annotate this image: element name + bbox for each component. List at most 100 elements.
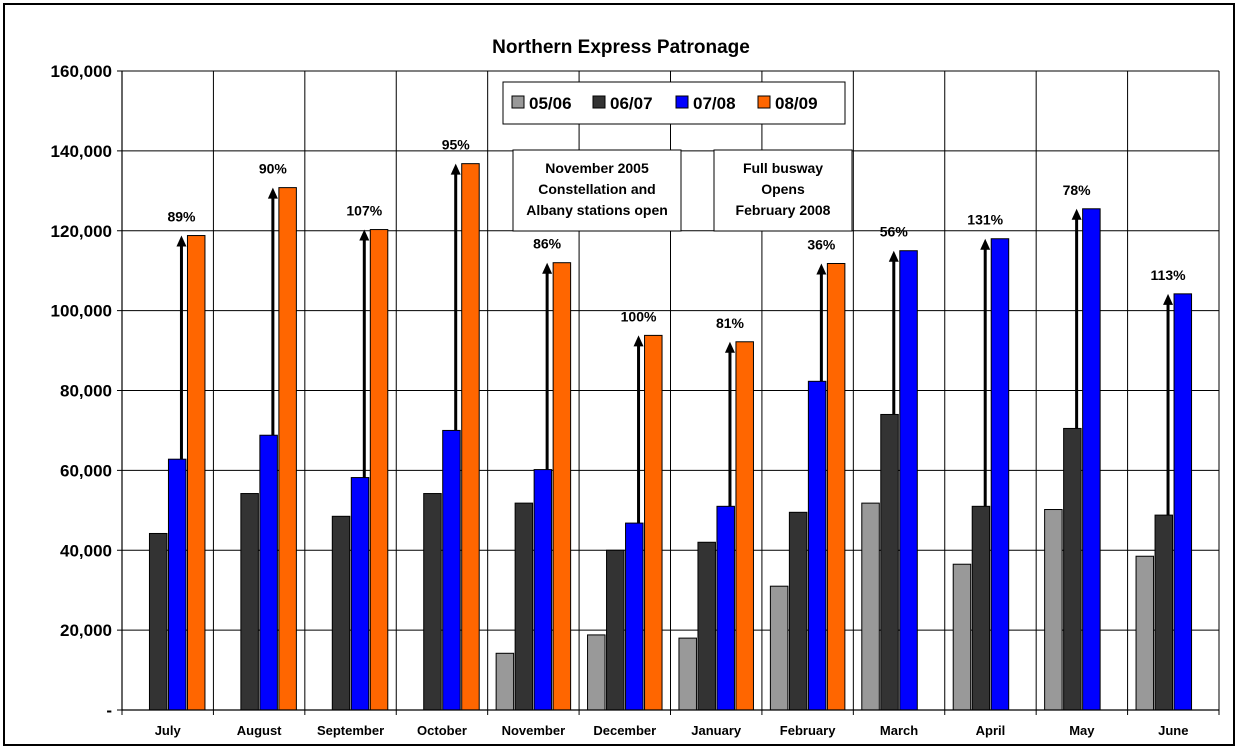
- growth-percent-label: 89%: [167, 209, 196, 225]
- annotation-text: November 2005: [545, 160, 649, 176]
- annotation-text: Full busway: [743, 160, 823, 176]
- bar: [442, 429, 461, 711]
- x-tick-label: July: [155, 723, 182, 738]
- bar: [678, 637, 697, 711]
- bar: [899, 250, 918, 711]
- bar: [716, 505, 735, 711]
- y-tick-label: 160,000: [51, 62, 112, 81]
- bar: [167, 458, 187, 711]
- chart-title: Northern Express Patronage: [492, 37, 750, 58]
- annotation-box: [512, 149, 682, 232]
- growth-percent-label: 107%: [346, 203, 382, 219]
- growth-arrow-head: [1163, 293, 1174, 305]
- bar: [952, 563, 972, 711]
- bar: [644, 334, 663, 711]
- bar: [1135, 555, 1155, 711]
- legend-label: 05/06: [529, 94, 572, 113]
- y-tick-label: 60,000: [60, 461, 112, 480]
- y-tick-label: 40,000: [60, 541, 112, 560]
- bar: [769, 585, 789, 711]
- x-tick-label: December: [593, 723, 656, 738]
- growth-percent-label: 36%: [807, 236, 836, 252]
- bar: [1173, 293, 1193, 711]
- growth-percent-label: 113%: [1151, 267, 1187, 283]
- bar: [148, 532, 168, 711]
- y-tick-label: 120,000: [51, 222, 112, 241]
- bar: [423, 493, 442, 711]
- x-tick-label: August: [237, 723, 282, 738]
- bar: [990, 238, 1010, 711]
- growth-percent-label: 100%: [621, 308, 657, 324]
- bar: [735, 341, 754, 711]
- bar: [880, 413, 899, 711]
- chart-frame: Northern Express Patronage - 20,000 40,000…: [3, 3, 1235, 746]
- growth-arrow-head: [542, 262, 553, 274]
- growth-percent-label: 81%: [716, 315, 745, 331]
- bar: [587, 634, 606, 711]
- growth-arrow-head: [724, 341, 735, 353]
- x-tick-label: September: [317, 723, 384, 738]
- legend-swatch: [675, 95, 689, 109]
- bar: [1044, 509, 1063, 711]
- y-tick-label: 80,000: [60, 382, 112, 401]
- y-tick-label: 20,000: [60, 621, 112, 640]
- bars: [148, 163, 1193, 711]
- axes: - 20,000 40,000 60,000 80,000 100,000 120,000 1…: [51, 62, 1220, 738]
- x-tick-label: February: [780, 723, 836, 738]
- annotation-text: Opens: [761, 181, 805, 197]
- growth-percent-label: 78%: [1063, 182, 1092, 198]
- annotation-box: [713, 149, 853, 232]
- patronage-bar-chart: Northern Express Patronage - 20,000 40,000…: [51, 37, 1220, 738]
- growth-percent-label: 90%: [259, 161, 288, 177]
- growth-arrows: 89% 90% 107% 95% 86% 100% 81% 36% 56% 131% 78% 113%: [167, 137, 1187, 524]
- bar: [971, 505, 991, 711]
- bar: [533, 469, 553, 711]
- bar: [606, 549, 625, 711]
- bar: [552, 262, 572, 711]
- bar: [495, 652, 515, 711]
- growth-percent-label: 95%: [442, 137, 471, 153]
- bar: [1154, 514, 1174, 711]
- bar: [461, 163, 480, 711]
- legend: 05/06 06/07 07/08 08/09: [502, 81, 846, 125]
- legend-label: 08/09: [775, 94, 818, 113]
- growth-arrow-head: [267, 187, 278, 199]
- y-tick-label: -: [106, 701, 112, 720]
- x-tick-label: March: [880, 723, 918, 738]
- x-tick-label: October: [417, 723, 467, 738]
- y-tick-label: 100,000: [51, 302, 112, 321]
- legend-label: 07/08: [693, 94, 736, 113]
- bar: [240, 493, 259, 711]
- legend-swatch: [757, 95, 771, 109]
- bar: [369, 229, 389, 711]
- y-tick-label: 140,000: [51, 142, 112, 161]
- bar: [514, 502, 534, 711]
- growth-percent-label: 56%: [880, 224, 909, 240]
- legend-swatch: [511, 95, 525, 109]
- growth-arrow-head: [450, 163, 461, 175]
- x-tick-label: May: [1069, 723, 1095, 738]
- growth-arrow-head: [980, 238, 991, 250]
- annotations: November 2005 Constellation and Albany sta…: [512, 149, 853, 232]
- growth-percent-label: 86%: [533, 236, 562, 252]
- x-tick-label: June: [1158, 723, 1188, 738]
- bar: [186, 235, 206, 711]
- bar: [697, 541, 716, 711]
- legend-swatch: [592, 95, 606, 109]
- bar: [350, 477, 370, 711]
- growth-arrow-head: [888, 250, 899, 262]
- x-tick-label: January: [691, 723, 742, 738]
- bar: [625, 522, 644, 711]
- bar: [1063, 427, 1082, 711]
- bar: [259, 434, 278, 711]
- growth-arrow-head: [176, 235, 187, 247]
- bar: [807, 380, 827, 711]
- legend-label: 06/07: [610, 94, 653, 113]
- annotation-text: Constellation and: [538, 181, 655, 197]
- bar: [788, 511, 808, 711]
- annotation-text: February 2008: [736, 202, 831, 218]
- growth-arrow-head: [816, 263, 827, 275]
- bar: [278, 187, 297, 711]
- growth-arrow-head: [359, 229, 370, 241]
- growth-arrow-head: [633, 335, 644, 347]
